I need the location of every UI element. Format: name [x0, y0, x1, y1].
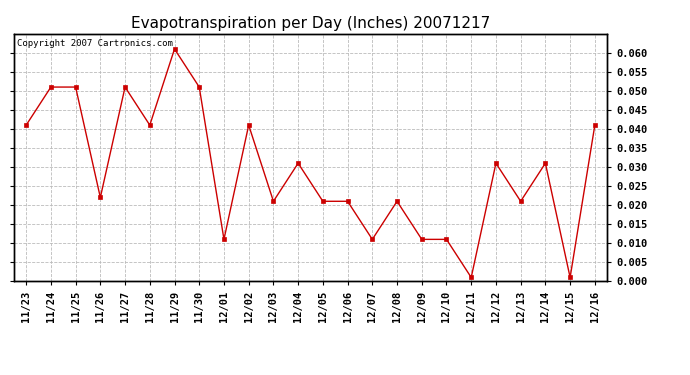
Title: Evapotranspiration per Day (Inches) 20071217: Evapotranspiration per Day (Inches) 2007… [131, 16, 490, 31]
Text: Copyright 2007 Cartronics.com: Copyright 2007 Cartronics.com [17, 39, 172, 48]
